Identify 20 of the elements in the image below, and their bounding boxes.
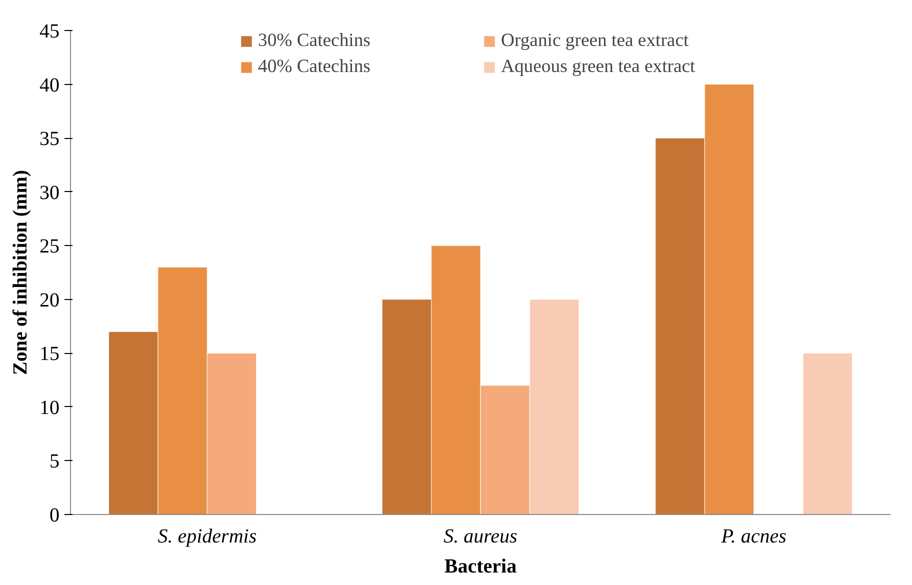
y-tick-label: 25 xyxy=(40,236,60,258)
y-tick-label: 10 xyxy=(40,396,60,419)
y-tick-label: 45 xyxy=(40,20,60,42)
y-tick-label: 30 xyxy=(40,182,60,204)
y-tick-label: 20 xyxy=(40,289,60,312)
legend-label: Organic green tea extract xyxy=(501,30,690,52)
y-tick-label: 0 xyxy=(50,504,60,526)
y-tick-label: 5 xyxy=(50,450,60,473)
x-tick-label: S. aureus xyxy=(444,526,518,548)
y-tick-label: 40 xyxy=(40,74,60,96)
y-axis-title: Zone of inhibition (mm) xyxy=(10,170,32,376)
y-tick-label: 35 xyxy=(40,128,60,150)
x-tick-label: S. epidermis xyxy=(158,526,257,548)
legend-label: 30% Catechins xyxy=(258,30,372,52)
legend-label: Aqueous green tea extract xyxy=(501,56,696,78)
x-axis-title: Bacteria xyxy=(444,556,517,578)
x-tick-label: P. acnes xyxy=(720,526,787,548)
y-tick-label: 15 xyxy=(40,343,60,366)
legend-label: 40% Catechins xyxy=(258,56,372,78)
bar xyxy=(802,352,852,514)
